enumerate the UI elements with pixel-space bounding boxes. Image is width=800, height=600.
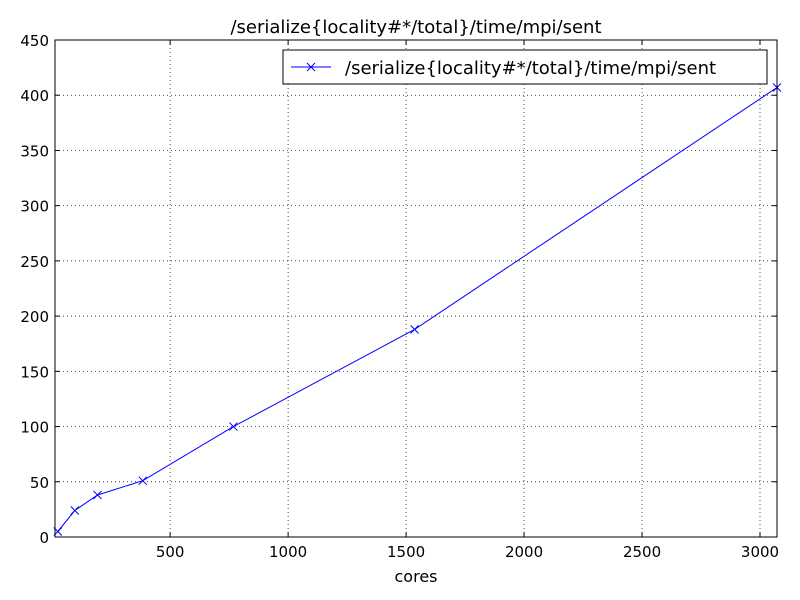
- x-tick-label: 2500: [623, 543, 661, 561]
- x-tick-label: 1000: [269, 543, 307, 561]
- x-axis: 500 1000 1500 2000 2500 3000: [156, 40, 779, 561]
- grid-lines: [55, 40, 777, 537]
- chart-title: /serialize{locality#*/total}/time/mpi/se…: [230, 17, 601, 38]
- data-point: [138, 476, 148, 486]
- y-tick-label: 300: [20, 198, 49, 216]
- plot-frame: [54, 39, 778, 538]
- y-tick-label: 100: [20, 419, 49, 437]
- x-tick-label: 1500: [387, 543, 425, 561]
- data-point: [70, 506, 80, 515]
- x-tick-label: 3000: [741, 543, 779, 561]
- y-tick-label: 250: [20, 253, 49, 271]
- y-tick-label: 400: [20, 87, 49, 105]
- y-tick-label: 350: [20, 142, 49, 160]
- data-point: [229, 422, 238, 431]
- legend-marker: [306, 62, 316, 72]
- y-axis: 0 50 100 150 200 250 300 350 400 450: [20, 32, 777, 547]
- series-layer: [53, 83, 782, 536]
- legend: /serialize{locality#*/total}/time/mpi/se…: [282, 49, 768, 85]
- y-tick-label: 150: [20, 363, 49, 381]
- legend-box: [282, 49, 768, 85]
- x-tick-label: 500: [156, 543, 185, 561]
- x-tick-label: 2000: [505, 543, 543, 561]
- y-tick-label: 50: [30, 474, 49, 492]
- data-point: [93, 490, 102, 500]
- x-axis-label: cores: [395, 567, 438, 586]
- series-line: [57, 87, 778, 532]
- legend-label: /serialize{locality#*/total}/time/mpi/se…: [345, 58, 716, 79]
- data-point: [410, 325, 419, 334]
- y-tick-label: 450: [20, 32, 49, 50]
- y-tick-label: 0: [39, 529, 49, 547]
- y-tick-label: 200: [20, 308, 49, 326]
